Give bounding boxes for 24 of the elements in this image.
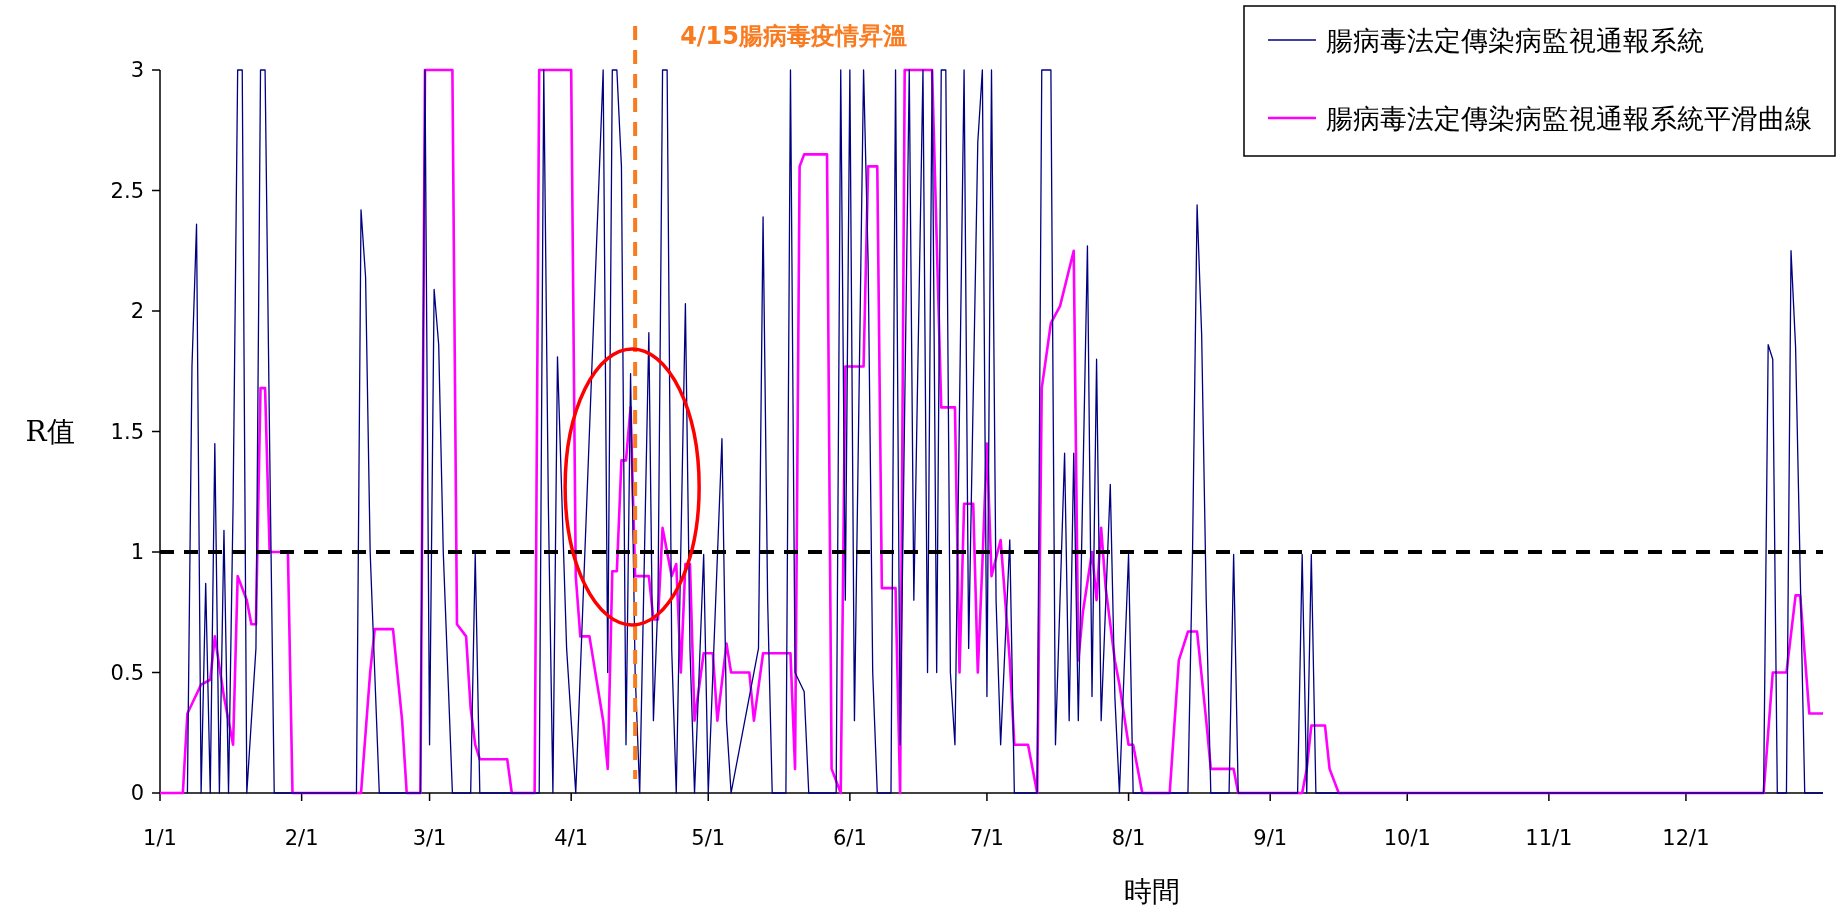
x-tick-label: 10/1	[1383, 826, 1431, 850]
x-tick-label: 6/1	[832, 826, 867, 850]
x-tick-label: 1/1	[143, 826, 177, 850]
y-tick-label: 0.5	[110, 660, 144, 685]
x-tick-label: 8/1	[1111, 826, 1146, 850]
y-tick-label: 3	[130, 58, 144, 82]
y-tick-label: 1.5	[110, 419, 144, 444]
x-tick-label: 2/1	[284, 826, 319, 850]
y-tick-label: 2	[130, 299, 144, 323]
x-axis-title: 時間	[1123, 875, 1180, 908]
x-tick-label: 12/1	[1662, 826, 1710, 850]
x-tick-label: 7/1	[970, 826, 1004, 850]
y-tick-label: 0	[130, 781, 144, 805]
y-tick-label: 2.5	[110, 178, 144, 203]
ref-line-label: 4/15腸病毒疫情昇溫	[680, 22, 908, 50]
legend-label: 腸病毒法定傳染病監視通報系統平滑曲線	[1326, 102, 1812, 134]
x-tick-label: 5/1	[691, 826, 726, 850]
y-axis-title: R值	[25, 415, 75, 448]
x-tick-label: 11/1	[1525, 826, 1573, 850]
x-tick-label: 9/1	[1253, 826, 1288, 850]
y-tick-label: 1	[130, 540, 144, 564]
x-tick-label: 4/1	[554, 826, 589, 850]
x-tick-label: 3/1	[412, 826, 447, 850]
legend-label: 腸病毒法定傳染病監視通報系統	[1326, 24, 1704, 56]
